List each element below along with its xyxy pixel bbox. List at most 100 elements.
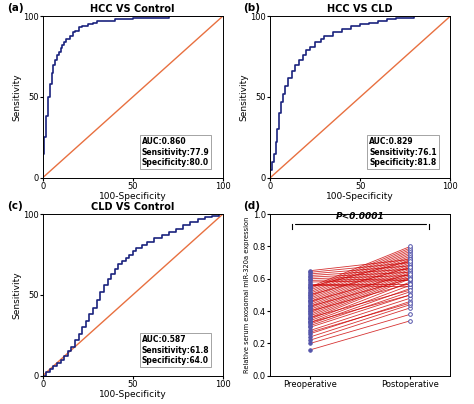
Point [407,243,414,250]
Y-axis label: Sensitivity: Sensitivity [12,73,21,121]
Point [306,301,314,308]
Point [407,258,414,264]
Point [306,321,314,327]
Point [306,334,314,340]
Point [306,292,314,298]
Point [306,288,314,295]
Point [407,256,414,263]
Point [407,267,414,274]
Point [407,318,414,324]
Point [306,316,314,322]
Point [407,272,414,279]
Y-axis label: Sensitivity: Sensitivity [12,271,21,319]
Point [306,293,314,300]
Title: HCC VS Control: HCC VS Control [91,4,175,14]
Point [407,298,414,305]
Point [306,319,314,326]
Point [306,295,314,301]
Point [306,314,314,321]
Point [306,279,314,285]
Point [306,272,314,279]
Point [407,271,414,277]
Point [407,276,414,282]
Point [407,269,414,276]
Point [407,276,414,282]
Point [306,329,314,335]
Point [306,269,314,276]
Point [407,311,414,318]
Point [407,287,414,293]
X-axis label: 100-Specificity: 100-Specificity [99,192,166,201]
Point [407,295,414,301]
Point [306,330,314,337]
Text: (d): (d) [243,201,260,211]
Point [407,284,414,290]
Point [407,259,414,266]
Text: AUC:0.860
Sensitivity:77.9
Specificity:80.0: AUC:0.860 Sensitivity:77.9 Specificity:8… [142,137,210,167]
Text: AUC:0.587
Sensitivity:61.8
Specificity:64.0: AUC:0.587 Sensitivity:61.8 Specificity:6… [142,335,210,365]
Point [306,284,314,290]
Point [306,311,314,318]
Point [306,274,314,280]
Point [306,306,314,313]
Point [407,264,414,271]
Point [407,266,414,272]
Text: AUC:0.829
Sensitivity:76.1
Specificity:81.8: AUC:0.829 Sensitivity:76.1 Specificity:8… [369,137,437,167]
Point [306,267,314,274]
Point [407,285,414,292]
Point [407,259,414,266]
Point [407,256,414,263]
Point [306,271,314,277]
Point [407,277,414,284]
Point [407,279,414,285]
Point [306,318,314,324]
Point [407,266,414,272]
Point [306,308,314,314]
Point [407,263,414,269]
Point [407,250,414,256]
Point [407,292,414,298]
Point [306,305,314,311]
Point [407,301,414,308]
Point [306,314,314,321]
Point [407,263,414,269]
X-axis label: 100-Specificity: 100-Specificity [99,390,166,399]
Text: (c): (c) [7,201,22,211]
Point [407,272,414,279]
Point [407,280,414,287]
Point [306,340,314,347]
Point [407,251,414,258]
Title: HCC VS CLD: HCC VS CLD [328,4,393,14]
Text: (b): (b) [243,3,260,13]
Y-axis label: Relative serum exosomal miR-320a expression: Relative serum exosomal miR-320a express… [244,217,250,373]
Point [306,313,314,319]
Point [407,292,414,298]
Point [306,347,314,353]
Point [407,282,414,288]
Point [306,277,314,284]
Point [407,255,414,261]
Point [306,303,314,309]
Point [306,337,314,343]
Point [306,280,314,287]
Point [407,274,414,280]
Point [407,264,414,271]
Point [306,324,314,330]
Point [407,253,414,259]
Point [407,261,414,267]
Point [306,285,314,292]
Point [407,305,414,311]
Point [306,284,314,290]
Point [306,319,314,326]
Point [407,280,414,287]
Point [407,246,414,253]
Text: (a): (a) [7,3,23,13]
Point [306,303,314,309]
Point [407,300,414,306]
Point [306,298,314,305]
Point [407,248,414,255]
Point [306,327,314,334]
Point [407,288,414,295]
Point [306,282,314,288]
Point [407,276,414,282]
